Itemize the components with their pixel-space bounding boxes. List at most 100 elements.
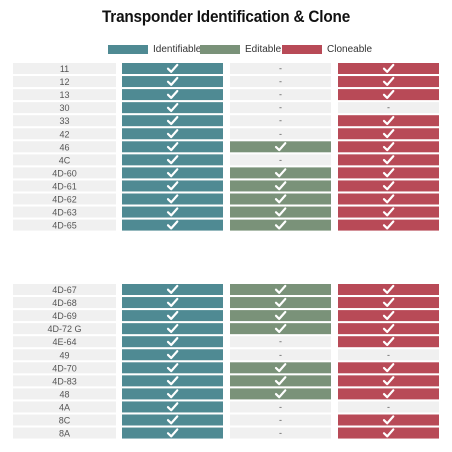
cell-identifiable-4d-67 xyxy=(122,284,223,295)
row-label-bg-12 xyxy=(13,76,116,88)
cell-cloneable-49 xyxy=(338,349,439,361)
row-label-bg-4e-64 xyxy=(13,336,116,348)
cell-cloneable-4c xyxy=(338,154,439,166)
cell-editable-8c xyxy=(230,414,331,426)
cell-identifiable-48 xyxy=(122,388,223,400)
cell-identifiable-12 xyxy=(122,76,223,88)
cell-identifiable-4e-64 xyxy=(122,336,223,348)
row-label-bg-4c xyxy=(13,154,116,166)
cell-editable-30 xyxy=(230,102,331,114)
check-icon xyxy=(382,323,395,334)
row-label-bg-11 xyxy=(13,63,116,74)
cell-identifiable-4a xyxy=(122,401,223,413)
check-icon xyxy=(166,102,179,113)
cell-identifiable-8a xyxy=(122,427,223,439)
legend-swatch-cloneable xyxy=(282,44,322,54)
row-label-bg-4d-83 xyxy=(13,375,116,387)
check-icon xyxy=(382,415,395,425)
check-icon xyxy=(382,428,395,438)
cell-identifiable-4d-72-g xyxy=(122,323,223,335)
check-icon xyxy=(274,220,287,230)
row-label-bg-49 xyxy=(13,349,116,361)
row-label-4d-61: 4D-61 xyxy=(52,181,77,191)
row-label-4d-62: 4D-62 xyxy=(52,195,77,205)
row-label-bg-46 xyxy=(13,141,116,153)
row-label-8a: 8A xyxy=(59,429,70,439)
check-icon xyxy=(274,284,287,294)
check-icon xyxy=(274,363,287,373)
legend-swatch-identifiable xyxy=(108,44,148,54)
check-icon xyxy=(166,63,179,73)
cell-editable-4a xyxy=(230,401,331,413)
cell-cloneable-4d-65 xyxy=(338,219,439,231)
check-icon xyxy=(274,181,287,191)
chart-title: Transponder Identification & Clone xyxy=(101,7,351,26)
row-label-4a: 4A xyxy=(59,402,70,412)
cell-editable-46 xyxy=(230,141,331,153)
check-icon xyxy=(382,297,395,307)
cell-cloneable-4e-64 xyxy=(338,336,439,348)
row-label-33: 33 xyxy=(59,116,69,126)
cell-cloneable-8c xyxy=(338,414,439,426)
cell-cloneable-4d-69 xyxy=(338,310,439,322)
cell-identifiable-4d-60 xyxy=(122,167,223,179)
check-icon xyxy=(274,207,287,217)
row-label-48: 48 xyxy=(59,389,69,399)
check-icon xyxy=(382,389,395,399)
cell-cloneable-48 xyxy=(338,388,439,400)
check-icon xyxy=(382,89,395,99)
row-label-bg-4a xyxy=(13,401,116,413)
cell-identifiable-4d-63 xyxy=(122,206,223,218)
row-label-bg-4d-63 xyxy=(13,206,116,218)
cell-editable-48 xyxy=(230,388,331,400)
cell-identifiable-8c xyxy=(122,414,223,426)
check-icon xyxy=(166,350,179,360)
check-icon xyxy=(382,63,395,73)
check-icon xyxy=(382,376,395,386)
cell-cloneable-4d-83 xyxy=(338,375,439,387)
dash-mark-cloneable-4a: - xyxy=(387,402,390,412)
dash-mark-cloneable-30: - xyxy=(387,103,390,113)
legend-label-editable: Editable xyxy=(245,43,282,55)
row-label-bg-4d-68 xyxy=(13,297,116,309)
row-label-12: 12 xyxy=(59,77,69,87)
dash-mark-editable-33: - xyxy=(279,116,282,126)
cell-cloneable-33 xyxy=(338,115,439,127)
row-label-13: 13 xyxy=(59,90,69,100)
cell-identifiable-4d-61 xyxy=(122,180,223,192)
cell-editable-49 xyxy=(230,349,331,361)
cell-editable-4d-68 xyxy=(230,297,331,309)
row-label-46: 46 xyxy=(59,142,69,152)
cell-editable-8a xyxy=(230,427,331,439)
row-label-bg-4d-72-g xyxy=(13,323,116,335)
dash-mark-editable-11: - xyxy=(279,64,282,74)
row-label-bg-4d-67 xyxy=(13,284,116,295)
row-label-4d-72-g: 4D-72 G xyxy=(47,324,81,334)
cell-cloneable-8a xyxy=(338,427,439,439)
check-icon xyxy=(166,194,179,204)
cell-identifiable-33 xyxy=(122,115,223,127)
cell-editable-4d-61 xyxy=(230,180,331,192)
cell-editable-13 xyxy=(230,89,331,101)
check-icon xyxy=(166,310,179,320)
legend-item-editable: Editable xyxy=(200,43,281,55)
cell-editable-4d-62 xyxy=(230,193,331,205)
cell-editable-4d-65 xyxy=(230,219,331,231)
check-icon xyxy=(382,363,395,373)
check-icon xyxy=(166,89,179,99)
cell-cloneable-4d-62 xyxy=(338,193,439,205)
cell-identifiable-46 xyxy=(122,141,223,153)
row-label-4d-60: 4D-60 xyxy=(52,168,77,178)
check-icon xyxy=(382,337,395,347)
cell-editable-4d-70 xyxy=(230,362,331,374)
check-icon xyxy=(166,337,179,347)
cell-cloneable-4d-68 xyxy=(338,297,439,309)
check-icon xyxy=(166,323,179,334)
check-icon xyxy=(382,129,395,139)
dash-mark-editable-8a: - xyxy=(279,428,282,438)
row-label-30: 30 xyxy=(59,103,69,113)
row-label-4d-68: 4D-68 xyxy=(52,298,77,308)
cell-editable-4e-64 xyxy=(230,336,331,348)
check-icon xyxy=(166,76,179,86)
cell-editable-4d-69 xyxy=(230,310,331,322)
